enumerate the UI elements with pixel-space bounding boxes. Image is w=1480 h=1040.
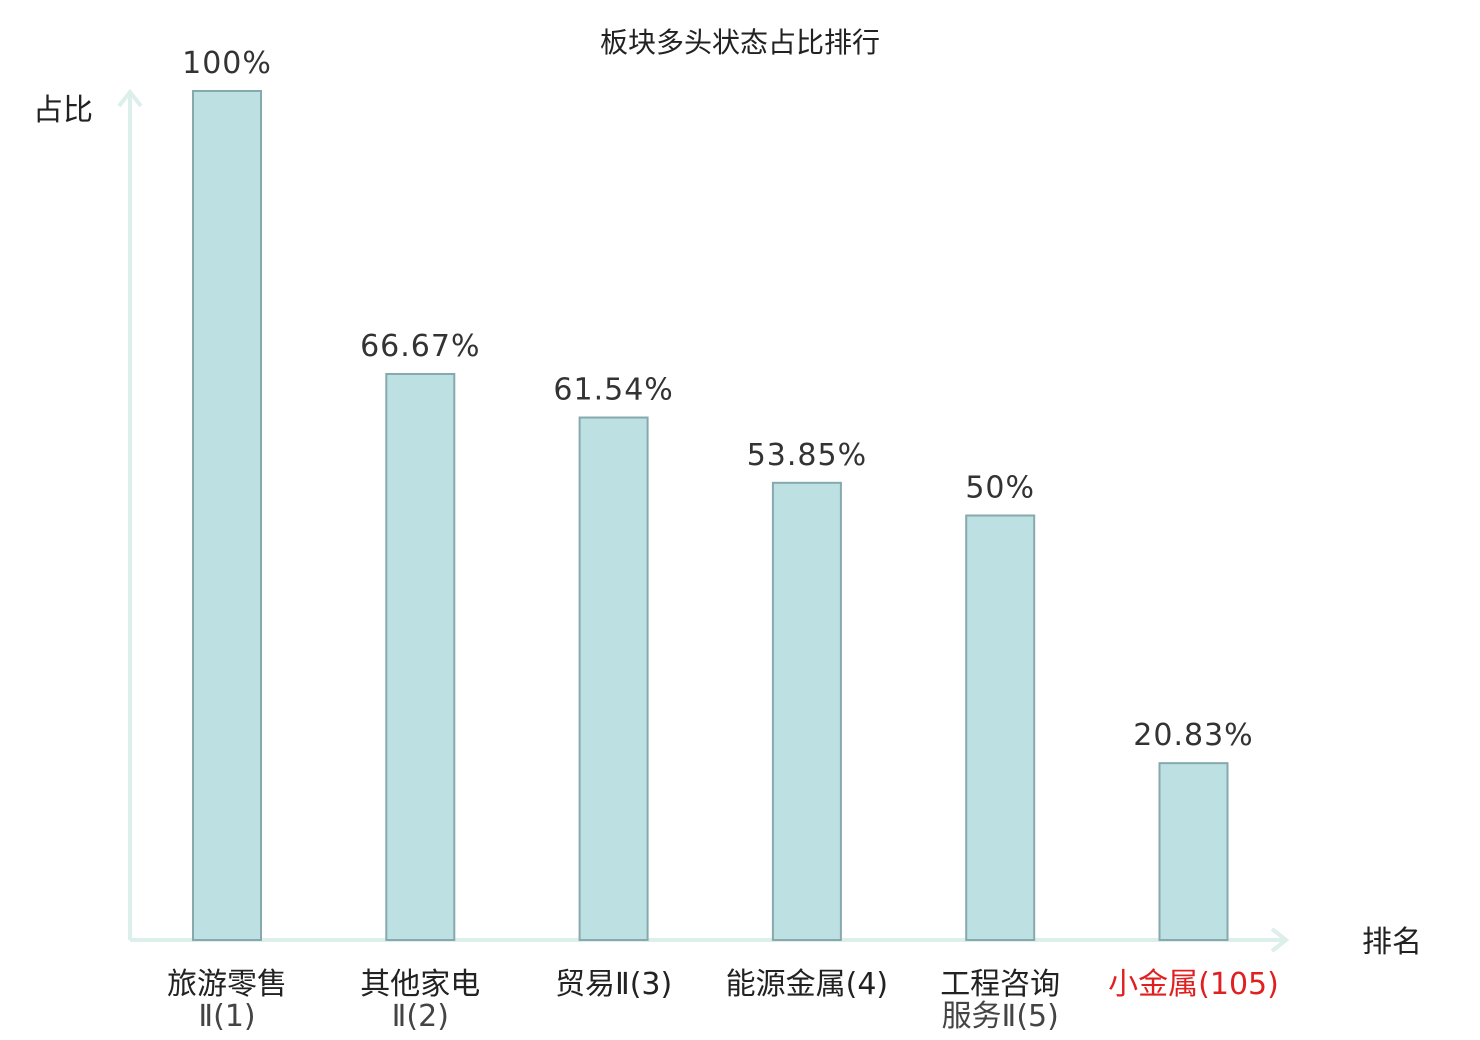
bar-value-label: 20.83% — [1133, 718, 1253, 753]
chart-title: 板块多头状态占比排行 — [600, 26, 880, 59]
x-axis-label: 排名 — [1362, 925, 1422, 960]
category-label-line2: 服务Ⅱ(5) — [942, 999, 1059, 1034]
bar — [578, 416, 649, 941]
category-label: 旅游零售 — [167, 967, 287, 1002]
category-label: 其他家电 — [360, 967, 480, 1002]
y-axis-arrow-icon — [117, 88, 143, 108]
value-labels: 100% 66.67% 61.54% 53.85% 50% 20.83% — [182, 46, 1253, 753]
axes — [117, 88, 1290, 953]
x-axis-arrow-icon — [1270, 927, 1290, 953]
category-label: 小金属(105) — [1108, 967, 1279, 1002]
category-label-line2: Ⅱ(2) — [392, 999, 449, 1034]
bar-value-label: 53.85% — [747, 438, 867, 473]
bar — [771, 481, 842, 941]
bar-value-label: 66.67% — [360, 329, 480, 364]
bars — [192, 90, 1229, 942]
bar-value-label: 100% — [182, 46, 272, 81]
category-label-line2: Ⅱ(1) — [198, 999, 255, 1034]
bar — [1158, 762, 1229, 942]
y-axis-label: 占比 — [33, 93, 93, 128]
bar-value-label: 50% — [965, 471, 1035, 506]
category-label: 贸易Ⅱ(3) — [555, 967, 672, 1002]
category-label: 工程咨询 — [940, 967, 1060, 1002]
bar — [385, 372, 456, 942]
category-label: 能源金属(4) — [726, 967, 889, 1002]
bar-value-label: 61.54% — [553, 373, 673, 408]
bar — [965, 514, 1036, 941]
bar — [192, 90, 262, 941]
